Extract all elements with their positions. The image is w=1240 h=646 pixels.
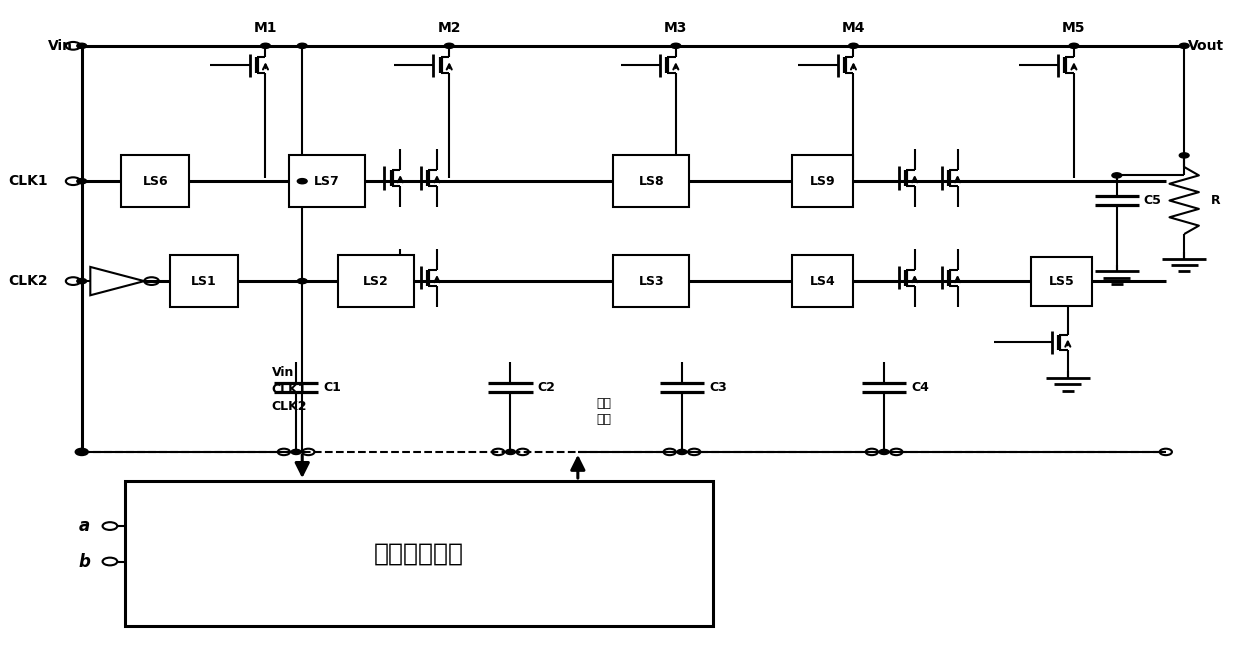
FancyBboxPatch shape xyxy=(289,155,365,207)
Polygon shape xyxy=(91,267,144,295)
FancyBboxPatch shape xyxy=(614,255,689,307)
Circle shape xyxy=(77,450,87,455)
Circle shape xyxy=(848,43,858,48)
Text: LS1: LS1 xyxy=(191,275,217,287)
Circle shape xyxy=(291,450,301,455)
Text: LS2: LS2 xyxy=(363,275,388,287)
Circle shape xyxy=(677,450,687,455)
FancyBboxPatch shape xyxy=(614,155,689,207)
Text: C1: C1 xyxy=(324,381,341,394)
Text: C4: C4 xyxy=(911,381,929,394)
Text: LS9: LS9 xyxy=(810,174,836,188)
FancyBboxPatch shape xyxy=(122,155,190,207)
Circle shape xyxy=(298,278,308,284)
FancyBboxPatch shape xyxy=(170,255,238,307)
Text: R: R xyxy=(1211,194,1220,207)
FancyBboxPatch shape xyxy=(1032,256,1092,306)
Circle shape xyxy=(298,43,308,48)
Circle shape xyxy=(879,450,889,455)
Circle shape xyxy=(506,450,516,455)
Circle shape xyxy=(260,43,270,48)
Text: Vin: Vin xyxy=(48,39,73,53)
Text: LS5: LS5 xyxy=(1049,275,1075,287)
Text: C3: C3 xyxy=(709,381,727,394)
FancyBboxPatch shape xyxy=(337,255,414,307)
Text: 逻辑控制模块: 逻辑控制模块 xyxy=(373,541,464,565)
Circle shape xyxy=(1179,153,1189,158)
Text: M2: M2 xyxy=(438,21,461,35)
Text: M3: M3 xyxy=(665,21,687,35)
Circle shape xyxy=(77,43,87,48)
Text: LS7: LS7 xyxy=(314,174,340,188)
Text: LS3: LS3 xyxy=(639,275,665,287)
Text: C5: C5 xyxy=(1143,194,1162,207)
Text: Vout: Vout xyxy=(1188,39,1224,53)
FancyBboxPatch shape xyxy=(792,255,853,307)
Text: C2: C2 xyxy=(537,381,556,394)
Text: CLK2: CLK2 xyxy=(7,274,47,288)
Circle shape xyxy=(77,178,87,183)
Circle shape xyxy=(77,278,87,284)
Text: LS8: LS8 xyxy=(639,174,665,188)
Text: M5: M5 xyxy=(1063,21,1086,35)
Circle shape xyxy=(298,178,308,183)
Text: CLK1: CLK1 xyxy=(7,174,47,188)
Text: b: b xyxy=(78,552,91,570)
Text: Vin
CLK1
CLK2: Vin CLK1 CLK2 xyxy=(272,366,308,413)
Text: LS6: LS6 xyxy=(143,174,169,188)
Text: a: a xyxy=(79,517,91,535)
Circle shape xyxy=(671,43,681,48)
Text: 控制
信号: 控制 信号 xyxy=(596,397,611,426)
Circle shape xyxy=(1112,173,1122,178)
Text: M1: M1 xyxy=(254,21,278,35)
Text: M4: M4 xyxy=(842,21,866,35)
Circle shape xyxy=(1069,43,1079,48)
Circle shape xyxy=(1179,43,1189,48)
Circle shape xyxy=(444,43,454,48)
Text: LS4: LS4 xyxy=(810,275,836,287)
FancyBboxPatch shape xyxy=(792,155,853,207)
FancyBboxPatch shape xyxy=(124,481,713,626)
